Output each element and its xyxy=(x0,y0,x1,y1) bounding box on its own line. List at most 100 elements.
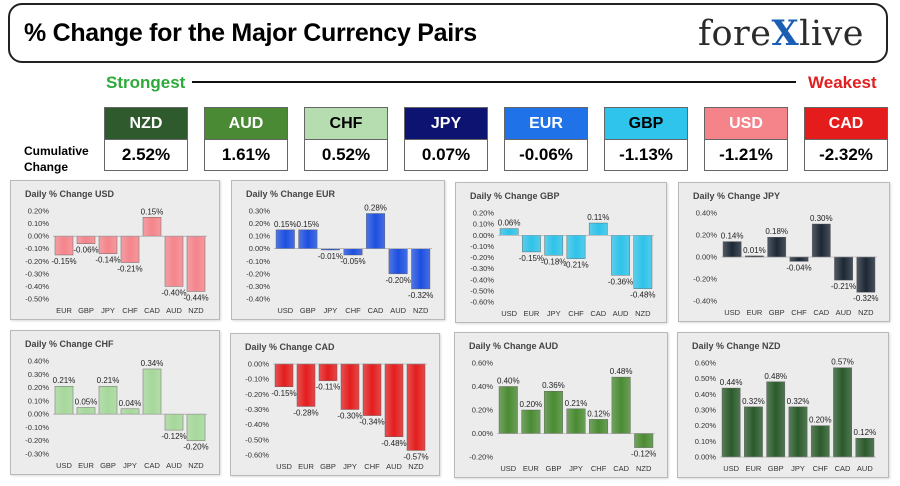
currency-code: CAD xyxy=(804,107,888,140)
data-label: -0.15% xyxy=(519,254,544,263)
data-label: 0.06% xyxy=(498,219,521,228)
x-tick-label: NZD xyxy=(408,462,424,471)
y-tick-label: 0.00% xyxy=(28,410,50,419)
data-label: -0.32% xyxy=(853,294,878,303)
bar xyxy=(164,235,184,287)
chart-title: Daily % Change NZD xyxy=(692,341,781,351)
data-label: -0.05% xyxy=(340,257,365,266)
data-label: 0.15% xyxy=(141,207,164,216)
data-label: 0.15% xyxy=(297,220,320,229)
x-tick-label: EUR xyxy=(746,464,762,473)
bar xyxy=(834,256,853,281)
currency-code: CHF xyxy=(304,107,388,140)
bar xyxy=(788,406,808,458)
bar xyxy=(98,386,118,415)
data-label: 0.32% xyxy=(742,397,765,406)
bar xyxy=(388,248,408,275)
bar-chart: Daily % Change CAD 0.00% -0.10% -0.20% -0.30… xyxy=(245,342,429,471)
chart-title: Daily % Change USD xyxy=(25,189,115,199)
x-tick-label: USD xyxy=(276,462,292,471)
y-tick-label: -0.30% xyxy=(25,269,49,278)
y-tick-label: 0.40% xyxy=(696,209,718,218)
x-tick-label: GBP xyxy=(768,464,784,473)
data-label: -0.48% xyxy=(381,439,406,448)
x-tick-label: GBP xyxy=(320,462,336,471)
bar xyxy=(566,408,586,434)
y-tick-label: -0.60% xyxy=(245,451,269,460)
x-tick-label: JPY xyxy=(547,309,561,318)
y-tick-label: -0.10% xyxy=(246,257,270,266)
y-tick-label: 0.10% xyxy=(28,396,50,405)
data-label: -0.12% xyxy=(631,450,656,459)
data-label: 0.21% xyxy=(97,376,120,385)
x-tick-label: AUD xyxy=(166,461,182,470)
x-tick-label: EUR xyxy=(524,309,540,318)
chart-panel-gbp: Daily % Change GBP 0.20% 0.10% 0.00% -0.10% -… xyxy=(455,182,667,323)
chart-panel-jpy: Daily % Change JPY 0.40% 0.20% 0.00% -0.20% -… xyxy=(678,182,890,322)
bar xyxy=(721,387,741,458)
data-label: 0.36% xyxy=(542,381,565,390)
chart-title: Daily % Change EUR xyxy=(246,189,336,199)
y-tick-label: 0.10% xyxy=(249,232,271,241)
bar xyxy=(275,229,295,249)
data-label: -0.36% xyxy=(608,277,633,286)
x-tick-label: EUR xyxy=(747,308,763,317)
x-tick-label: AUD xyxy=(390,306,406,315)
data-label: 0.44% xyxy=(720,378,743,387)
bar xyxy=(588,222,608,236)
x-tick-label: NZD xyxy=(188,306,204,315)
data-label: 0.28% xyxy=(364,204,387,213)
y-tick-label: 0.60% xyxy=(695,359,717,368)
bar-chart: Daily % Change GBP 0.20% 0.10% 0.00% -0.10% -… xyxy=(470,191,656,318)
forexlive-logo: foreXlive xyxy=(698,13,864,54)
y-tick-label: 0.20% xyxy=(696,231,718,240)
x-tick-label: GBP xyxy=(546,464,562,473)
data-label: -0.40% xyxy=(161,288,186,297)
x-tick-label: NZD xyxy=(413,306,429,315)
bar xyxy=(611,235,630,276)
bar xyxy=(766,381,786,458)
currency-card-chf: CHF 0.52% xyxy=(304,107,388,171)
y-tick-label: 0.00% xyxy=(695,453,717,462)
y-tick-label: 0.00% xyxy=(696,253,718,262)
x-tick-label: GBP xyxy=(769,308,785,317)
y-tick-label: -0.10% xyxy=(245,375,269,384)
x-tick-label: CHF xyxy=(813,464,829,473)
data-label: -0.11% xyxy=(316,383,341,392)
y-tick-label: 0.60% xyxy=(472,359,494,368)
bar xyxy=(76,235,96,244)
x-tick-label: GBP xyxy=(300,306,316,315)
x-tick-label: AUD xyxy=(386,462,402,471)
data-label: 0.40% xyxy=(497,377,520,386)
data-label: 0.21% xyxy=(53,376,76,385)
bar xyxy=(589,419,609,434)
bar xyxy=(366,213,386,249)
x-tick-label: CAD xyxy=(144,461,160,470)
data-label: -0.34% xyxy=(359,418,384,427)
currency-card-eur: EUR -0.06% xyxy=(504,107,588,171)
y-tick-label: 0.20% xyxy=(28,383,50,392)
x-tick-label: CHF xyxy=(791,308,807,317)
x-tick-label: EUR xyxy=(78,461,94,470)
bar xyxy=(186,413,206,441)
bar xyxy=(611,376,631,434)
y-tick-label: -0.20% xyxy=(470,253,494,262)
data-label: 0.57% xyxy=(831,358,854,367)
cumulative-change-value: -2.32% xyxy=(804,140,888,171)
cumulative-label-line1: Cumulative xyxy=(24,144,89,158)
data-label: -0.04% xyxy=(786,263,811,272)
bar xyxy=(120,235,140,263)
data-label: 0.30% xyxy=(810,214,833,223)
x-tick-label: CHF xyxy=(568,309,584,318)
y-tick-label: 0.00% xyxy=(473,231,495,240)
x-tick-label: USD xyxy=(501,309,517,318)
y-tick-label: -0.10% xyxy=(25,244,49,253)
bar-chart: Daily % Change CHF 0.40% 0.30% 0.20% 0.10% 0.… xyxy=(25,339,209,470)
x-tick-label: CHF xyxy=(122,306,138,315)
data-label: 0.32% xyxy=(787,397,810,406)
x-tick-label: JPY xyxy=(101,306,115,315)
data-label: -0.30% xyxy=(337,412,362,421)
y-tick-label: -0.40% xyxy=(25,282,49,291)
chart-panel-chf: Daily % Change CHF 0.40% 0.30% 0.20% 0.10% 0.… xyxy=(10,330,220,475)
bar xyxy=(634,433,654,448)
